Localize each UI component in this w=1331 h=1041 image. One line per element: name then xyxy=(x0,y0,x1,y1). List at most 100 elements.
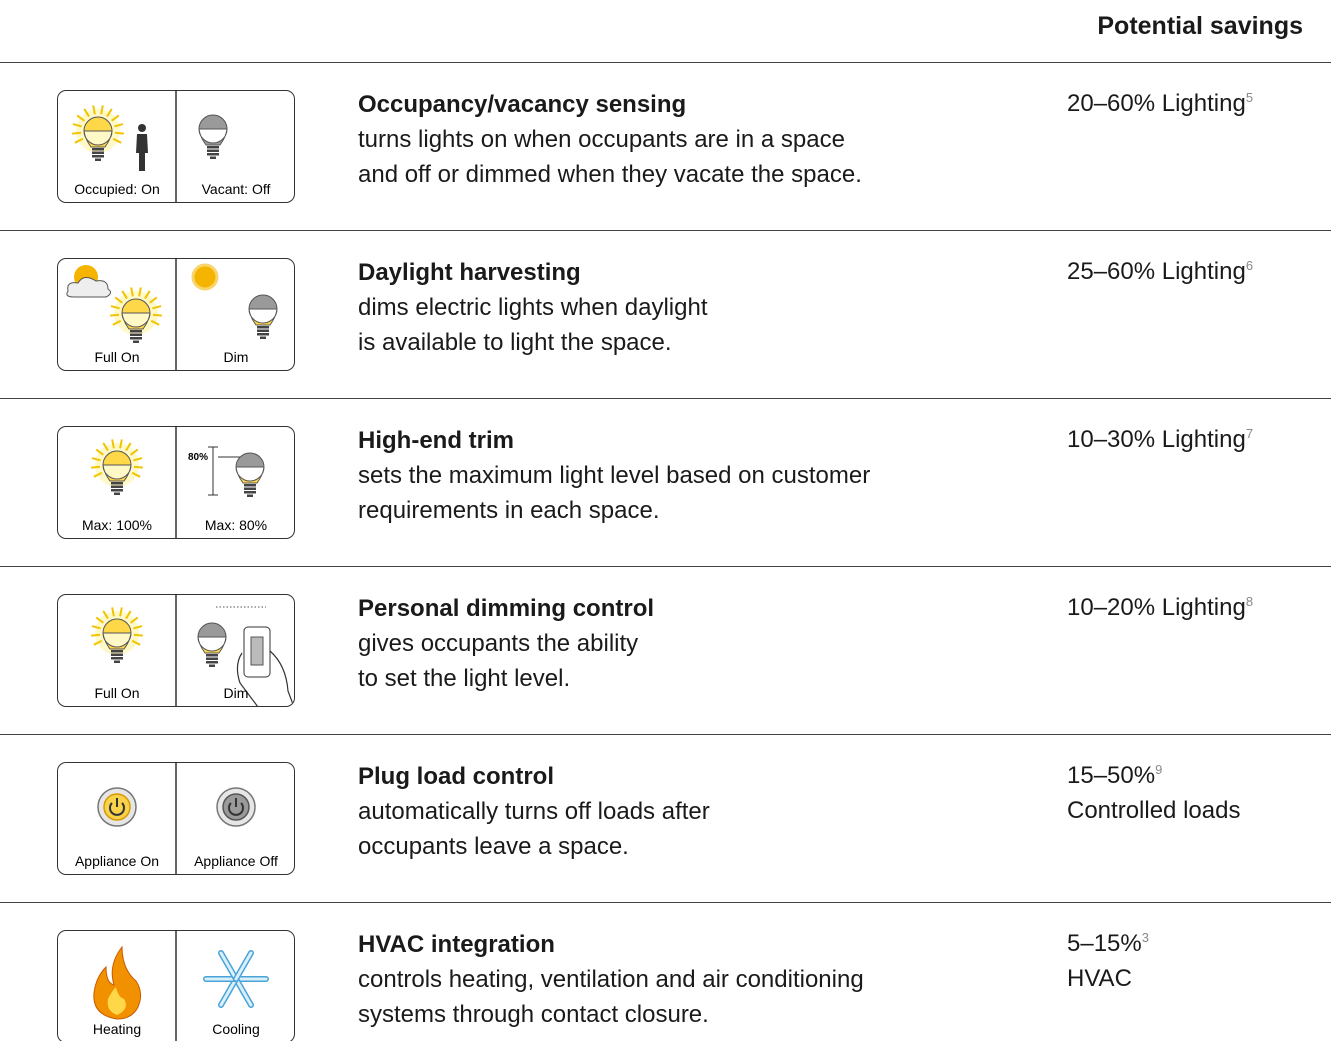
ray xyxy=(95,616,104,624)
icon-box: Appliance On Appliance Off xyxy=(57,762,295,875)
icon-label: Dim xyxy=(224,349,249,365)
bulb-tip xyxy=(114,492,120,495)
icon-label: Vacant: Off xyxy=(202,181,271,197)
icon-box: Full On Dim xyxy=(57,594,295,707)
bulb-tip xyxy=(95,158,101,161)
ray xyxy=(150,319,160,326)
ray xyxy=(93,471,103,478)
bulb-base xyxy=(206,657,218,660)
savings-text: HVAC xyxy=(1067,965,1132,992)
icon-box: Occupied: On Vacant: Off xyxy=(57,90,295,203)
ray xyxy=(110,305,120,310)
icon-label: Appliance On xyxy=(75,853,159,869)
ray xyxy=(144,290,151,300)
savings-text: 20–60% Lighting xyxy=(1067,90,1246,117)
ray xyxy=(114,131,124,135)
row-description: to set the light level. xyxy=(358,665,571,692)
person-head xyxy=(138,124,146,132)
ray xyxy=(119,439,123,449)
snow-arm-inner xyxy=(219,951,238,981)
ray xyxy=(130,448,139,456)
ray xyxy=(74,137,84,144)
ray xyxy=(76,114,85,122)
bulb-top xyxy=(197,622,227,638)
bulb-base xyxy=(130,330,142,333)
savings-text: 15–50% xyxy=(1067,762,1156,789)
savings-text: Controlled loads xyxy=(1067,797,1241,824)
footnote: 5 xyxy=(1245,90,1254,105)
row-description: and off or dimmed when they vacate the s… xyxy=(358,161,862,188)
bulb-base xyxy=(257,329,269,332)
row-title: Daylight harvesting xyxy=(358,259,581,286)
icon: Full On Dim xyxy=(91,595,294,706)
savings-heading: Potential savings xyxy=(1097,12,1303,40)
bulb-bottom xyxy=(83,130,113,148)
row-description: gives occupants the ability xyxy=(358,630,639,657)
ray xyxy=(72,123,82,128)
bulb-base xyxy=(257,326,269,329)
savings: 5–15%3 xyxy=(1067,930,1149,958)
row-title: Occupancy/vacancy sensing xyxy=(358,91,687,118)
row-description: controls heating, ventilation and air co… xyxy=(358,966,864,993)
bulb-base xyxy=(207,149,219,152)
bulb-bottom xyxy=(102,632,132,650)
savings: HVAC xyxy=(1067,965,1132,993)
bulb-base xyxy=(92,151,104,154)
row-description: dims electric lights when daylight xyxy=(358,294,708,321)
row-rule xyxy=(0,62,1331,63)
bulb-base xyxy=(111,482,123,485)
icon: Full On Dim xyxy=(66,259,278,370)
person-body xyxy=(136,134,148,171)
ray xyxy=(111,607,115,617)
ray xyxy=(95,448,104,456)
bulb-base xyxy=(244,484,256,487)
ray xyxy=(130,616,139,624)
remote-slider xyxy=(250,636,264,666)
ray xyxy=(152,305,162,310)
ray xyxy=(121,290,128,300)
savings-text: 5–15% xyxy=(1067,930,1142,957)
row-description: is available to light the space. xyxy=(358,329,672,356)
icon-box: Full On Dim xyxy=(57,258,295,371)
bulb-base xyxy=(130,333,142,336)
icon-label: Max: 100% xyxy=(82,517,152,533)
bulb-base xyxy=(207,153,219,156)
ray xyxy=(83,108,90,118)
ray xyxy=(119,607,123,617)
ray xyxy=(91,633,101,637)
ray xyxy=(72,131,82,135)
icon-label: Heating xyxy=(93,1021,141,1037)
row-rule xyxy=(0,230,1331,231)
icon-label: Occupied: On xyxy=(74,181,160,197)
ray xyxy=(91,457,101,462)
ray xyxy=(93,639,103,646)
bulb-base xyxy=(111,489,123,492)
ray xyxy=(131,639,141,646)
ray xyxy=(110,313,120,317)
bulb-base xyxy=(111,485,123,488)
bulb-base xyxy=(111,650,123,653)
ray xyxy=(152,313,162,317)
savings: 10–20% Lighting8 xyxy=(1067,594,1253,622)
savings-text: 10–20% Lighting xyxy=(1067,594,1246,621)
ray xyxy=(133,465,143,469)
bulb-top xyxy=(121,298,151,314)
row-rule xyxy=(0,734,1331,735)
savings: Controlled loads xyxy=(1067,797,1240,825)
savings: 15–50%9 xyxy=(1067,762,1162,790)
icon-label: Appliance Off xyxy=(194,853,278,869)
bulb-base xyxy=(92,148,104,151)
bulb-tip xyxy=(260,336,266,339)
ray xyxy=(102,442,109,452)
icon-box: 80% Max: 100% Max: 80% xyxy=(57,426,295,539)
footnote: 8 xyxy=(1245,594,1254,609)
bulb-tip xyxy=(247,494,253,497)
ray xyxy=(133,625,143,630)
flame-inner xyxy=(107,987,126,1015)
savings: 20–60% Lighting5 xyxy=(1067,90,1253,118)
bulb-base xyxy=(130,337,142,340)
ray xyxy=(100,105,104,115)
ray xyxy=(106,108,113,118)
savings: 10–30% Lighting7 xyxy=(1067,426,1253,454)
row-description: sets the maximum light level based on cu… xyxy=(358,462,871,489)
